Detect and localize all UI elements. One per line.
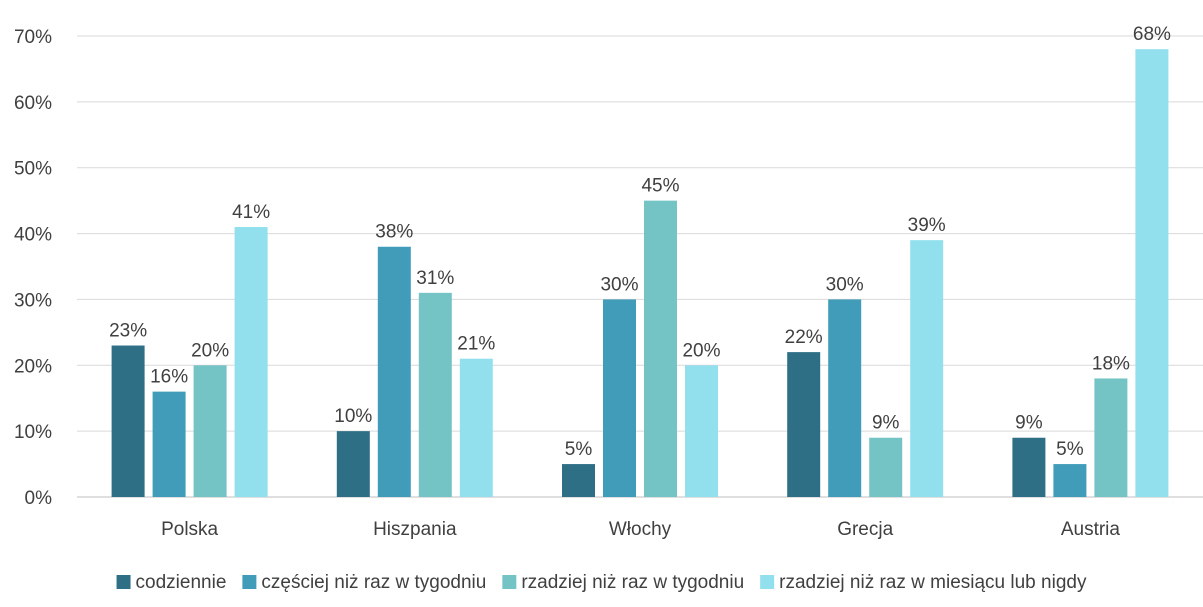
data-label: 5% <box>1056 439 1084 460</box>
bar <box>1094 378 1128 497</box>
legend-label: częściej niż raz w tygodniu <box>261 572 486 593</box>
data-label: 41% <box>232 202 270 223</box>
data-labels: 23%16%20%41%10%38%31%21%5%30%45%20%22%30… <box>109 24 1171 460</box>
data-label: 10% <box>334 406 372 427</box>
data-label: 18% <box>1092 353 1130 374</box>
legend-label: codziennie <box>136 572 227 593</box>
data-label: 68% <box>1133 24 1171 45</box>
x-axis-category-labels: Polska Hiszpania Włochy Grecja Austria <box>161 519 1120 540</box>
bar <box>685 365 718 497</box>
bar <box>1135 49 1169 498</box>
bar <box>111 345 145 497</box>
y-tick-label: 60% <box>14 93 52 114</box>
data-label: 39% <box>908 215 946 236</box>
data-label: 30% <box>600 274 638 295</box>
bar <box>910 240 944 497</box>
bars <box>111 49 1169 498</box>
y-tick-label: 40% <box>14 225 52 246</box>
bar <box>418 292 452 497</box>
data-label: 9% <box>872 413 900 434</box>
data-label: 16% <box>150 367 188 388</box>
bar <box>603 299 636 497</box>
legend-swatch <box>760 575 775 589</box>
y-tick-label: 50% <box>14 159 52 180</box>
data-label: 21% <box>457 334 495 355</box>
data-label: 30% <box>826 274 864 295</box>
legend-swatch <box>116 575 131 589</box>
data-label: 20% <box>191 340 229 361</box>
data-label: 38% <box>375 222 413 243</box>
data-label: 9% <box>1015 413 1043 434</box>
x-category-label: Grecja <box>837 519 893 540</box>
data-label: 22% <box>785 327 823 348</box>
data-label: 23% <box>109 321 147 342</box>
bar <box>828 299 862 497</box>
y-tick-label: 30% <box>14 290 52 311</box>
bar <box>1053 464 1087 497</box>
y-tick-label: 10% <box>14 422 52 443</box>
data-label: 31% <box>416 268 454 289</box>
y-tick-label: 0% <box>25 488 53 509</box>
legend-label: rzadziej niż raz w miesiącu lub nigdy <box>779 572 1087 593</box>
bar <box>1012 437 1046 497</box>
bar <box>377 246 411 497</box>
data-label: 45% <box>641 176 679 197</box>
bar <box>234 226 268 497</box>
legend-label: rzadziej niż raz w tygodniu <box>521 572 744 593</box>
legend-swatch <box>502 575 517 589</box>
legend-swatch <box>242 575 257 589</box>
bar <box>193 365 227 497</box>
bar <box>152 391 186 497</box>
legend: codziennie częściej niż raz w tygodniu rza… <box>116 572 1087 593</box>
bar <box>787 352 821 497</box>
bar <box>562 464 595 497</box>
data-label: 5% <box>565 439 593 460</box>
x-category-label: Austria <box>1061 519 1121 540</box>
x-category-label: Hiszpania <box>373 519 457 540</box>
y-axis-tick-labels: 0% 10% 20% 30% 40% 50% 60% 70% <box>14 27 52 509</box>
bar <box>869 437 903 497</box>
data-label: 20% <box>682 340 720 361</box>
bar <box>336 431 370 497</box>
bar <box>644 200 677 497</box>
bar <box>459 358 493 497</box>
x-category-label: Włochy <box>609 519 672 540</box>
x-category-label: Polska <box>161 519 218 540</box>
y-tick-label: 70% <box>14 27 52 48</box>
y-tick-label: 20% <box>14 356 52 377</box>
